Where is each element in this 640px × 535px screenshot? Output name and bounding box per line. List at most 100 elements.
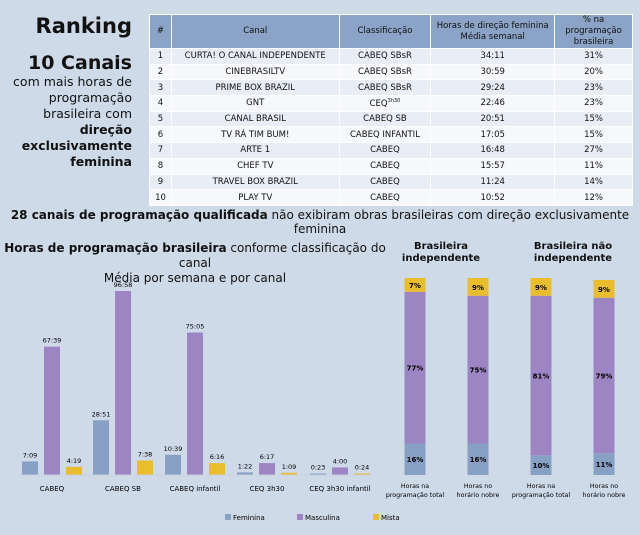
bar-feminina (22, 461, 38, 475)
table-cell: CABEQ (338, 142, 432, 159)
stacked-segment-masculina (530, 295, 552, 456)
table-cell: 20% (554, 63, 633, 81)
bar-mista (66, 466, 82, 475)
table-cell: CHEF TV (170, 157, 340, 175)
table-cell: 9 (149, 173, 172, 191)
data-label: 0:23 (311, 464, 326, 472)
data-label: 7:38 (138, 451, 153, 459)
table-cell: 6 (149, 126, 172, 144)
table-cell: 10:52 (430, 189, 556, 206)
table-cell: CABEQ (338, 189, 432, 206)
bar-mista (354, 473, 370, 475)
group-title: Brasileira não independente (533, 241, 613, 264)
bar-masculina (115, 291, 131, 475)
bar-feminina (93, 420, 109, 475)
table-cell: 4 (149, 95, 172, 112)
x-tick-label: programação total (386, 492, 445, 499)
table-cell: CABEQ SBsR (338, 79, 432, 97)
data-label: 6:17 (260, 453, 275, 461)
stacked-segment-mista (530, 278, 552, 296)
stacked-segment-mista (467, 278, 489, 296)
table-cell: PLAY TV (170, 189, 340, 206)
bar-masculina (259, 463, 275, 475)
x-tick-label: CEQ 3h30 infantil (309, 485, 370, 493)
table-cell: TRAVEL BOX BRAZIL (170, 173, 340, 191)
table-row: 10 PLAY TV CABEQ 10:52 12% (149, 189, 633, 206)
data-label: 1:22 (238, 462, 253, 470)
table-cell: 17:05 (430, 126, 556, 144)
bar-masculina (44, 346, 60, 475)
bar-mista (281, 472, 297, 475)
table-cell: CEQ3h30 (338, 95, 432, 112)
table-cell: CABEQ SBsR (338, 48, 432, 65)
headline-text: com mais horas de programação brasileira… (13, 74, 132, 121)
stacked-segment-feminina (593, 453, 615, 475)
data-label: 79% (596, 373, 613, 381)
headline: Ranking 10 Canais com mais horas de prog… (0, 14, 132, 170)
table-row: 5 CANAL BRASIL CABEQ SB 20:51 15% (149, 110, 633, 128)
data-label: 96:58 (114, 281, 133, 289)
stacked-segment-masculina (467, 295, 489, 444)
table-cell: 11% (554, 157, 633, 175)
note-rest: não exibiram obras brasileiras com direç… (267, 208, 630, 236)
table-row: 8 CHEF TV CABEQ 15:57 11% (149, 157, 633, 175)
table-cell: 30:59 (430, 63, 556, 81)
column-header: # (149, 14, 172, 49)
legend-swatch (373, 514, 379, 520)
bar-masculina (332, 467, 348, 475)
chart-subtitle: Média por semana e por canal (103, 271, 287, 285)
bar-masculina (187, 332, 203, 475)
table-cell: 7 (149, 142, 172, 159)
chart-title-rest: conforme classificação do canal (178, 241, 386, 270)
table-cell: ARTE 1 (170, 142, 340, 159)
x-tick-label: Horas no (590, 483, 618, 490)
table-row: 4 GNT CEQ3h30 22:46 23% (149, 95, 633, 112)
table-cell: 1 (149, 48, 172, 65)
data-label: 10:39 (164, 445, 183, 453)
table-cell: 23% (554, 95, 633, 112)
table-cell: 15% (554, 110, 633, 128)
table-cell: 20:51 (430, 110, 556, 128)
table-cell: PRIME BOX BRAZIL (170, 79, 340, 97)
x-tick-label: CEQ 3h30 (250, 485, 285, 493)
bar-mista (209, 463, 225, 475)
table-cell: 15:57 (430, 157, 556, 175)
data-label: 77% (407, 365, 424, 373)
table-cell: 15% (554, 126, 633, 144)
legend-swatch (297, 514, 303, 520)
bar-feminina (310, 473, 326, 475)
data-label: 1:09 (282, 463, 297, 471)
chart-title-bold: Horas de programação brasileira (4, 241, 227, 255)
data-label: 4:00 (333, 457, 348, 465)
x-tick-label: horário nobre (457, 491, 500, 499)
table-cell: 22:46 (430, 95, 556, 112)
x-tick-label: programação total (512, 492, 571, 499)
x-tick-label: Horas na (527, 483, 555, 490)
table-row: 7 ARTE 1 CABEQ 16:48 27% (149, 142, 633, 159)
data-label: 7:09 (23, 451, 38, 459)
data-label: 16% (470, 456, 487, 464)
table-cell: 8 (149, 157, 172, 175)
table-cell: CABEQ SBsR (338, 63, 432, 81)
headline-text-bold: direção exclusivamente feminina (21, 122, 132, 169)
table-cell: CINEBRASILTV (170, 63, 340, 81)
table-cell: CABEQ INFANTIL (338, 126, 432, 144)
table-cell: TV RÁ TIM BUM! (170, 126, 340, 144)
table-cell: 10 (149, 189, 172, 206)
data-label: 10% (533, 462, 550, 470)
table-row: 2 CINEBRASILTV CABEQ SBsR 30:59 20% (149, 63, 633, 81)
table-row: 1 CURTA! O CANAL INDEPENDENTE CABEQ SBsR 34… (149, 48, 633, 65)
table-cell: 23% (554, 79, 633, 97)
data-label: 0:24 (355, 464, 370, 472)
group-title: Brasileira independente (401, 241, 481, 264)
x-tick-label: Horas na (401, 483, 429, 490)
stacked-segment-masculina (593, 297, 615, 454)
table-cell: 31% (554, 48, 633, 65)
column-header: Horas de direção feminina Média semanal (430, 14, 556, 49)
stacked-segment-feminina (467, 443, 489, 475)
stacked-segment-mista (404, 278, 426, 292)
table-row: 6 TV RÁ TIM BUM! CABEQ INFANTIL 17:05 15% (149, 126, 633, 144)
data-label: 75% (470, 367, 487, 375)
data-label: 81% (533, 373, 550, 381)
